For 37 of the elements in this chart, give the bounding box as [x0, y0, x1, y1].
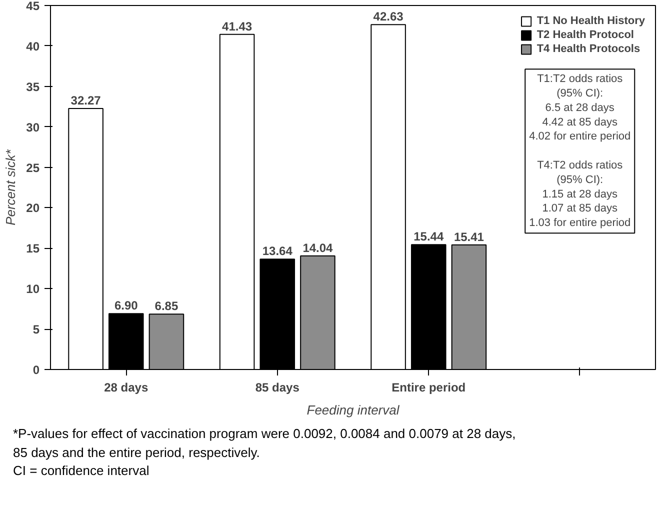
- y-axis-title: Percent sick*: [3, 148, 18, 226]
- data-label: 15.41: [454, 230, 484, 244]
- data-label: 13.64: [262, 244, 293, 258]
- legend-label: T2 Health Protocol: [536, 29, 634, 41]
- x-axis-title: Feeding interval: [306, 402, 400, 418]
- bar: [370, 24, 406, 370]
- bar: [300, 255, 336, 370]
- y-tick-label: 15: [26, 242, 40, 256]
- x-tick-label: 28 days: [104, 380, 148, 394]
- y-tick-label: 25: [26, 160, 40, 175]
- x-tick-label: Entire period: [392, 380, 466, 394]
- data-label: 15.44: [414, 230, 444, 244]
- text: T1:T2 odds ratios (95% CI): 6.5 at 28 days 4.42 at 85 days 4.02 for entire period T4:T2 odds ratios (95% CI): 1.15 at 28 days 1.07 at 85 days 1.03 for entire period: [529, 73, 631, 230]
- y-tick-label: 35: [26, 80, 40, 94]
- data-label: 6.90: [114, 298, 138, 313]
- y-tick-label: 20: [26, 201, 40, 216]
- bar: [451, 244, 487, 370]
- data-label: 32.27: [70, 93, 102, 108]
- y-tick-label: 40: [26, 39, 40, 54]
- data-label: 41.43: [222, 19, 252, 34]
- bar: [68, 108, 104, 370]
- bar: [219, 34, 255, 370]
- y-tick-label: 45: [26, 0, 40, 13]
- data-label: 6.85: [154, 299, 178, 314]
- y-tick-label: 10: [26, 282, 40, 296]
- x-tick-label: 85 days: [255, 380, 300, 394]
- text: *P-values for effect of vaccination program were 0.0092, 0.0084 and 0.0079 at 28 days,: [13, 426, 516, 441]
- data-label: 14.04: [302, 240, 334, 255]
- text: 85 days and the entire period, respectively.: [13, 444, 260, 460]
- y-tick-label: 0: [32, 363, 40, 377]
- legend-label: T1 No Health History: [536, 15, 645, 27]
- legend-label: T4 Health Protocols: [536, 43, 640, 55]
- text: CI = confidence interval: [13, 463, 150, 478]
- y-tick-label: 5: [32, 322, 40, 337]
- bar: [148, 314, 184, 370]
- y-tick-label: 30: [26, 120, 40, 134]
- data-label: 42.63: [373, 10, 404, 24]
